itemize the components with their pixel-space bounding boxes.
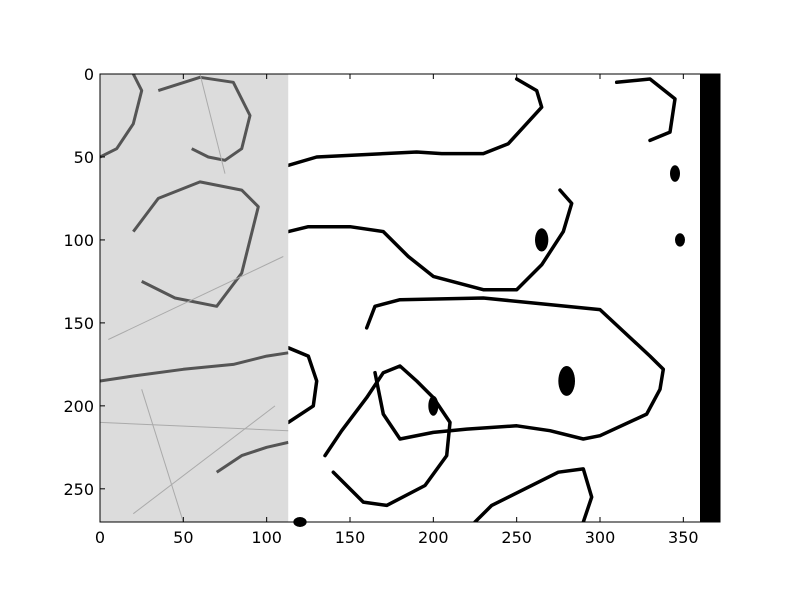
y-tick-label: 50 <box>74 148 94 167</box>
binary-blob <box>428 395 439 416</box>
gray-crystal-outline <box>100 74 144 159</box>
binary-crystal-outline <box>288 188 574 292</box>
binary-blob <box>535 228 549 252</box>
x-tick-label: 250 <box>501 528 532 547</box>
gray-crystal-outline <box>215 440 289 474</box>
gray-crystal-outlines <box>100 74 289 522</box>
axes-frame <box>99 73 721 523</box>
x-tick-label: 0 <box>95 528 105 547</box>
gray-crystal-outline <box>100 351 289 383</box>
binary-blobs <box>293 165 685 527</box>
x-tick-label: 50 <box>173 528 193 547</box>
binary-crystal-outline <box>473 467 594 522</box>
fracture-line <box>141 389 184 522</box>
binary-crystal-outline <box>364 296 666 441</box>
binary-crystal-outline <box>288 77 544 168</box>
x-tick-label: 200 <box>418 528 449 547</box>
y-tick-label: 0 <box>84 65 94 84</box>
binary-crystal-outline <box>614 77 677 143</box>
binary-crystal-outline <box>288 346 319 425</box>
black-strip-region <box>700 74 720 522</box>
y-axis-ticks: 0 50 100 150 200 250 <box>63 65 720 499</box>
x-tick-label: 350 <box>668 528 699 547</box>
x-tick-label: 100 <box>251 528 282 547</box>
grayscale-micrograph-region <box>100 74 289 522</box>
binary-blob <box>675 233 685 247</box>
fracture-line <box>132 405 276 515</box>
x-tick-label: 300 <box>585 528 616 547</box>
plot-area <box>100 74 720 527</box>
y-tick-label: 200 <box>63 397 94 416</box>
fracture-line <box>100 421 289 432</box>
fracture-line <box>108 256 284 340</box>
fracture-line <box>199 74 226 174</box>
binary-blob <box>558 366 576 396</box>
y-tick-label: 150 <box>63 314 94 333</box>
x-tick-label: 150 <box>335 528 366 547</box>
gray-crystal-outline <box>157 75 252 162</box>
y-tick-label: 250 <box>63 480 94 499</box>
binary-blob <box>670 165 680 182</box>
y-tick-label: 100 <box>63 231 94 250</box>
x-axis-ticks: 0 50 100 150 200 250 300 350 <box>95 74 699 547</box>
